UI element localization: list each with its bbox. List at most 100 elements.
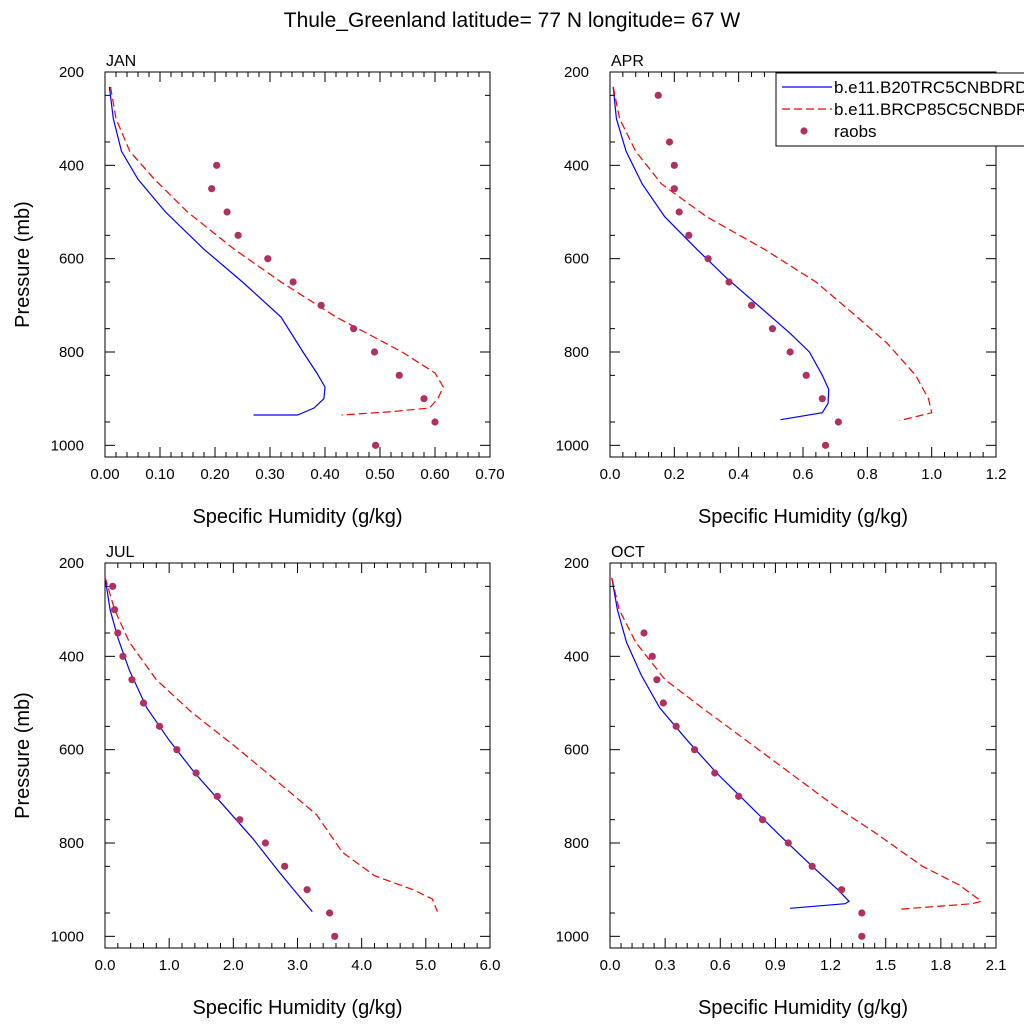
raobs-point (264, 255, 272, 263)
raobs-point (261, 839, 270, 847)
y-axis-label: Pressure (mb) (12, 692, 34, 819)
raobs-point (858, 932, 866, 940)
raobs-point (281, 862, 289, 870)
series-line-b20trc (108, 86, 326, 416)
x-tick-label: 0.00 (90, 466, 119, 483)
x-tick-label: 2.1 (986, 957, 1007, 974)
x-tick-label: 6.0 (480, 957, 501, 974)
raobs-point (838, 886, 846, 894)
x-tick-label: 0.0 (600, 466, 621, 483)
series-line-rcp85 (611, 577, 983, 910)
raobs-point (370, 348, 379, 356)
series-line-b20trc (104, 576, 313, 912)
raobs-point (155, 722, 164, 730)
panels: JAN 0.00 0.10 0.20 0.30 0.40 0.50 0.60 0.70 200 40… (12, 53, 1006, 1019)
raobs-point (821, 441, 830, 449)
y-tick-label: 200 (564, 555, 589, 572)
raobs-point (431, 418, 439, 426)
raobs-point (654, 91, 662, 99)
raobs-point (114, 629, 122, 637)
y-tick-label: 800 (59, 344, 84, 361)
y-tick-label: 800 (564, 344, 589, 361)
x-tick-label: 1.2 (820, 957, 841, 974)
series-line-rcp85 (109, 86, 444, 416)
raobs-point (784, 839, 792, 847)
panel-title: OCT (611, 544, 645, 561)
raobs-point (303, 886, 311, 894)
y-tick-label: 1000 (556, 928, 589, 945)
legend-label: b.e11.B20TRC5CNBDRD (834, 78, 1024, 97)
raobs-point (659, 699, 667, 707)
x-tick-label: 0.8 (857, 466, 878, 483)
y-tick-label: 200 (564, 64, 589, 81)
x-tick-label: 3.0 (287, 957, 308, 974)
raobs-point (109, 582, 117, 590)
y-tick-label: 1000 (51, 437, 84, 454)
raobs-point (786, 348, 794, 356)
legend-label: raobs (834, 122, 877, 141)
x-axis-label: Specific Humidity (g/kg) (192, 997, 402, 1019)
raobs-point (672, 722, 680, 730)
x-tick-label: 0.9 (765, 957, 786, 974)
x-tick-label: 0.20 (200, 466, 229, 483)
y-tick-label: 600 (564, 742, 589, 759)
x-tick-label: 4.0 (351, 957, 372, 974)
legend-marker (800, 127, 808, 135)
raobs-point (223, 208, 231, 216)
raobs-point (128, 676, 136, 684)
x-tick-label: 0.0 (95, 957, 116, 974)
raobs-point (818, 395, 826, 403)
raobs-point (653, 676, 661, 684)
raobs-point (704, 255, 712, 263)
legend-label: b.e11.BRCP85C5CNBDRD (834, 100, 1024, 119)
raobs-point (675, 208, 683, 216)
series-line-rcp85 (612, 86, 933, 422)
x-tick-label: 0.30 (255, 466, 284, 483)
raobs-point (173, 746, 181, 754)
raobs-point (213, 161, 221, 169)
raobs-point (192, 769, 200, 777)
panel-jan: JAN 0.00 0.10 0.20 0.30 0.40 0.50 0.60 0.70 200 40… (12, 53, 505, 528)
x-tick-label: 1.0 (921, 466, 942, 483)
series-line-rcp85 (104, 576, 438, 912)
x-tick-label: 0.40 (310, 466, 339, 483)
y-tick-label: 600 (564, 251, 589, 268)
x-tick-label: 0.6 (710, 957, 731, 974)
y-tick-label: 200 (59, 555, 84, 572)
y-tick-label: 400 (564, 648, 589, 665)
panel-jul: JUL 0.0 1.0 2.0 3.0 4.0 5.0 6.0 200 400 600 800 1000… (12, 544, 500, 1019)
x-tick-label: 0.6 (793, 466, 814, 483)
raobs-point (420, 395, 428, 403)
raobs-point (808, 862, 816, 870)
x-tick-label: 0.4 (728, 466, 749, 483)
raobs-point (331, 932, 339, 940)
raobs-point (234, 231, 242, 239)
raobs-point (317, 301, 325, 309)
raobs-point (648, 652, 656, 660)
raobs-point (139, 699, 148, 707)
raobs-point (640, 629, 648, 637)
y-tick-label: 400 (564, 157, 589, 174)
x-axis-label: Specific Humidity (g/kg) (192, 506, 402, 528)
raobs-point (111, 606, 119, 614)
raobs-point (350, 325, 358, 333)
x-axis-label: Specific Humidity (g/kg) (698, 997, 908, 1019)
x-tick-label: 0.3 (655, 957, 676, 974)
x-tick-label: 1.2 (986, 466, 1007, 483)
y-tick-label: 600 (59, 251, 84, 268)
figure-title: Thule_Greenland latitude= 77 N longitude… (284, 9, 741, 32)
x-tick-label: 0.10 (145, 466, 174, 483)
x-tick-label: 5.0 (415, 957, 436, 974)
raobs-point (758, 816, 767, 824)
raobs-point (395, 371, 403, 379)
y-tick-label: 800 (564, 835, 589, 852)
raobs-point (665, 138, 674, 146)
raobs-point (670, 185, 678, 193)
raobs-point (236, 816, 244, 824)
plot-frame (609, 562, 997, 949)
y-tick-label: 1000 (51, 928, 84, 945)
series-line-b20trc (611, 577, 850, 909)
y-tick-label: 600 (59, 742, 84, 759)
raobs-point (685, 231, 693, 239)
